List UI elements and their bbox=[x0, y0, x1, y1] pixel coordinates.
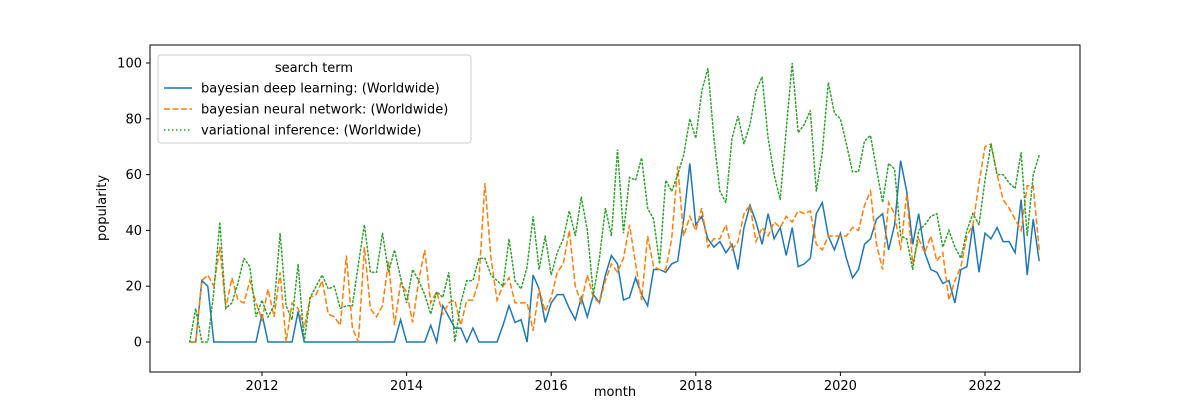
series-line-3 bbox=[188, 62, 1040, 343]
y-tick-label: 60 bbox=[125, 168, 142, 183]
legend-entry-label: variational inference: (Worldwide) bbox=[201, 124, 421, 139]
y-tick-label: 80 bbox=[125, 112, 142, 127]
plot-frame bbox=[149, 44, 1081, 373]
series-layer bbox=[188, 62, 1040, 345]
x-tick-label: 2012 bbox=[245, 379, 278, 394]
series-line-2 bbox=[189, 142, 1040, 343]
series-line-1 bbox=[189, 160, 1040, 345]
x-axis-label: month bbox=[594, 385, 636, 400]
y-axis-label: popularity bbox=[95, 175, 110, 241]
legend: search term bayesian deep learning: (Wor… bbox=[157, 54, 472, 144]
legend-entry-label: bayesian neural network: (Worldwide) bbox=[201, 103, 448, 118]
x-tick-label: 2018 bbox=[679, 379, 712, 394]
x-tick-label: 2020 bbox=[824, 379, 857, 394]
x-tick-label: 2022 bbox=[968, 379, 1001, 394]
x-axis: 2012 2014 2016 2018 2020 2022 bbox=[245, 372, 1002, 394]
y-tick-label: 0 bbox=[134, 336, 142, 351]
x-tick-label: 2014 bbox=[390, 379, 423, 394]
y-tick-label: 40 bbox=[125, 224, 142, 239]
legend-box bbox=[157, 54, 472, 144]
legend-title: search term bbox=[275, 61, 353, 76]
x-tick-label: 2016 bbox=[535, 379, 568, 394]
legend-entry-label: bayesian deep learning: (Worldwide) bbox=[201, 82, 440, 97]
y-tick-label: 20 bbox=[125, 280, 142, 295]
y-tick-label: 100 bbox=[117, 57, 142, 72]
y-axis: 0 20 40 60 80 100 bbox=[117, 57, 150, 351]
